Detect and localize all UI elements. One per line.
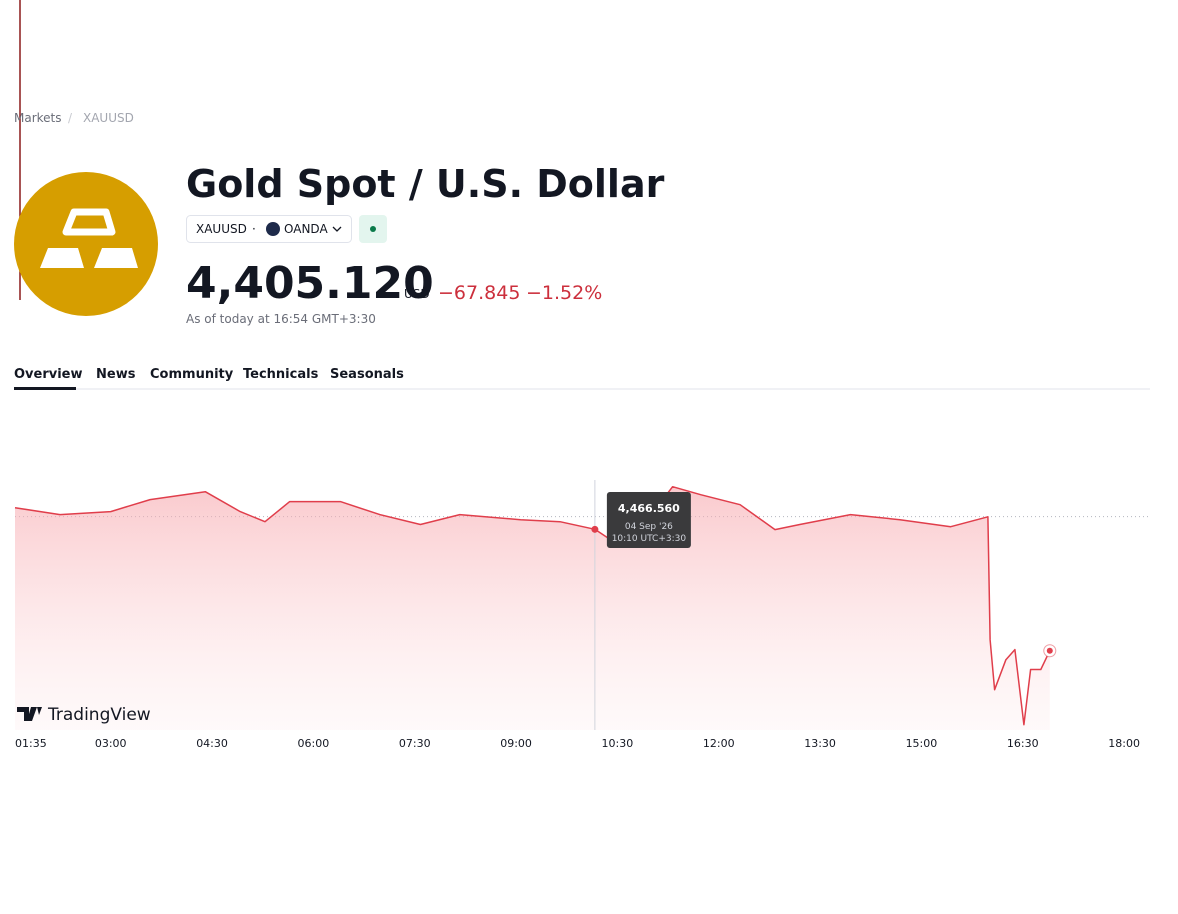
tab[interactable]: Overview: [14, 367, 83, 382]
x-tick-label: 07:30: [399, 737, 431, 750]
dropdown-chevron: [332, 226, 342, 232]
x-tick-label: 01:35: [15, 737, 47, 750]
tooltip-value: 4,466.560: [618, 502, 680, 515]
x-tick-label: 09:00: [500, 737, 532, 750]
page-title: Gold Spot / U.S. Dollar: [186, 162, 665, 206]
x-tick-label: 15:00: [906, 737, 938, 750]
price-change: −67.845: [438, 282, 520, 304]
tooltip-time: 10:10 UTC+3:30: [612, 534, 687, 544]
brand-logo[interactable]: TradingView: [17, 705, 151, 725]
breadcrumb-link[interactable]: Markets: [14, 111, 62, 125]
tab-active-underline: [14, 387, 76, 390]
crosshair-dot: [591, 525, 599, 533]
x-tick-label: 16:30: [1007, 737, 1039, 750]
last-price-dot: [1046, 647, 1053, 654]
tab[interactable]: Community: [150, 367, 234, 382]
exchange-icon: [266, 222, 280, 236]
chart: 01:35 03:00 04:30 06:00 07:30 09:00 10:30 12:00…: [14, 480, 1150, 750]
breadcrumb-separator: /: [68, 111, 73, 125]
x-tick-label: 18:00: [1108, 737, 1140, 750]
exchange: OANDA: [284, 222, 328, 236]
tab[interactable]: News: [96, 367, 136, 382]
symbol: XAUUSD: [196, 222, 247, 236]
as-of: As of today at 16:54 GMT+3:30: [186, 312, 376, 326]
tab[interactable]: Technicals: [243, 367, 319, 382]
x-tick-label: 12:00: [703, 737, 735, 750]
x-tick-label: 04:30: [196, 737, 228, 750]
breadcrumb-current: XAUUSD: [83, 111, 134, 125]
gold-logo: [14, 172, 158, 316]
tooltip: [606, 492, 691, 548]
x-tick-label: 03:00: [95, 737, 127, 750]
separator-dot: ·: [252, 222, 256, 236]
market-status-dot: [370, 226, 376, 232]
x-tick-label: 13:30: [804, 737, 836, 750]
tooltip-date: 04 Sep '26: [625, 522, 673, 532]
brand-name: TradingView: [47, 705, 151, 725]
x-tick-label: 06:00: [298, 737, 330, 750]
x-tick-label: 10:30: [602, 737, 634, 750]
price-change-percent: −1.52%: [526, 282, 602, 304]
area-fill: [15, 486, 1050, 730]
price: 4,405.120: [186, 258, 434, 309]
tab[interactable]: Seasonals: [330, 367, 404, 382]
currency: USD: [404, 287, 430, 301]
